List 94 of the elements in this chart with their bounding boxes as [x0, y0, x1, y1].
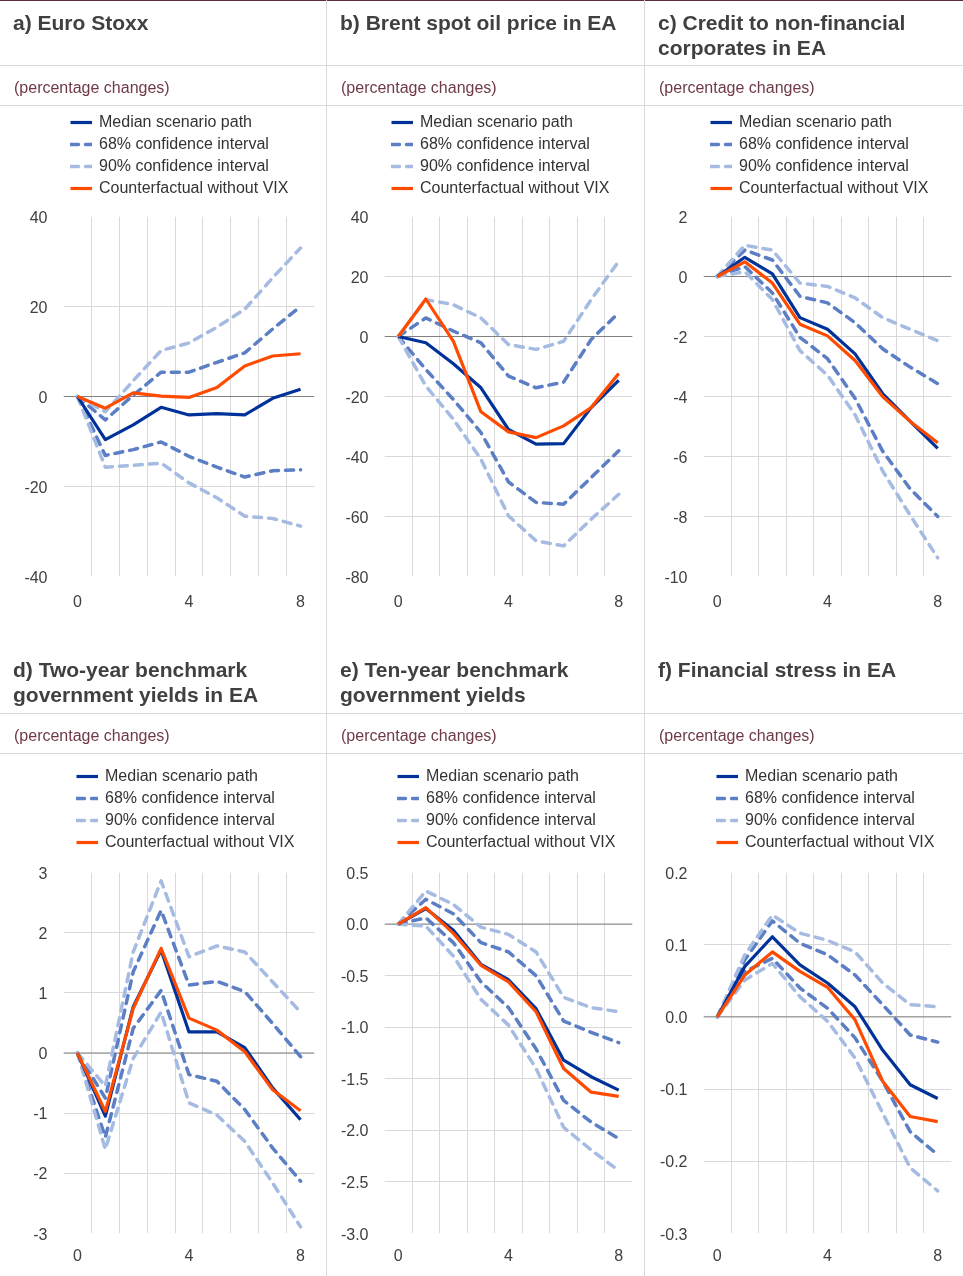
- x-tick-label: 8: [933, 1246, 943, 1264]
- chart-subtitle: (percentage changes): [659, 78, 815, 98]
- legend-label: 68% confidence interval: [426, 789, 596, 807]
- x-tick-label: 0: [712, 592, 722, 610]
- legend-label: 90% confidence interval: [420, 157, 590, 175]
- y-tick-label: 0.2: [665, 864, 688, 882]
- y-tick-label: -0.3: [659, 1225, 688, 1243]
- legend-label: Counterfactual without VIX: [426, 833, 616, 851]
- y-tick-label: -0.1: [659, 1081, 688, 1099]
- x-tick-label: 4: [184, 1246, 194, 1264]
- x-tick-label: 4: [823, 592, 833, 610]
- chart-subtitle: (percentage changes): [14, 726, 170, 746]
- y-tick-label: -80: [345, 568, 369, 586]
- chart-title: c) Credit to non-financial corporates in EA: [658, 10, 907, 60]
- x-tick-label: 0: [73, 1246, 82, 1264]
- chart-title: e) Ten-year benchmark government yields: [340, 657, 570, 707]
- y-tick-label: -1.0: [340, 1019, 369, 1037]
- legend-label: Median scenario path: [739, 113, 892, 131]
- y-tick-label: 0.0: [346, 916, 369, 934]
- chart-title: a) Euro Stoxx: [13, 10, 149, 35]
- legend-label: 90% confidence interval: [99, 157, 269, 175]
- legend-label: Median scenario path: [105, 767, 258, 785]
- y-tick-label: -4: [673, 388, 688, 406]
- y-tick-label: 0.0: [665, 1008, 688, 1026]
- chart-title: f) Financial stress in EA: [658, 657, 897, 682]
- y-tick-label: -2.5: [340, 1173, 369, 1191]
- x-tick-label: 4: [184, 592, 194, 610]
- y-tick-label: 2: [38, 924, 48, 942]
- legend-label: Counterfactual without VIX: [105, 833, 295, 851]
- chart-title: d) Two-year benchmark government yields in EA: [13, 657, 260, 707]
- chart-title: b) Brent spot oil price in EA: [340, 10, 617, 35]
- y-tick-label: -6: [673, 448, 688, 466]
- x-tick-label: 0: [73, 592, 82, 610]
- y-tick-label: 40: [29, 208, 48, 226]
- chart-subtitle: (percentage changes): [341, 78, 497, 98]
- y-tick-label: -40: [345, 448, 369, 466]
- y-tick-label: 0: [678, 268, 688, 286]
- y-tick-label: 20: [350, 268, 369, 286]
- chart-subtitle: (percentage changes): [341, 726, 497, 746]
- legend-label: 68% confidence interval: [745, 789, 915, 807]
- y-tick-label: -1.5: [340, 1070, 369, 1088]
- x-tick-label: 4: [504, 1246, 514, 1264]
- legend-label: Median scenario path: [426, 767, 579, 785]
- legend-label: 68% confidence interval: [105, 789, 275, 807]
- x-tick-label: 8: [614, 592, 624, 610]
- x-tick-label: 4: [823, 1246, 833, 1264]
- y-tick-label: 0.5: [346, 864, 369, 882]
- legend-label: Counterfactual without VIX: [420, 179, 610, 197]
- y-tick-label: -1: [33, 1105, 48, 1123]
- legend-label: 90% confidence interval: [739, 157, 909, 175]
- legend-label: Median scenario path: [99, 113, 252, 131]
- legend-label: 90% confidence interval: [105, 811, 275, 829]
- x-tick-label: 0: [393, 1246, 403, 1264]
- y-tick-label: 0: [38, 1045, 48, 1062]
- x-tick-label: 8: [933, 592, 943, 610]
- x-tick-label: 8: [614, 1246, 624, 1264]
- y-tick-label: -20: [24, 478, 48, 496]
- legend-label: Counterfactual without VIX: [99, 179, 289, 197]
- y-tick-label: -0.5: [340, 967, 369, 985]
- legend-label: Counterfactual without VIX: [745, 833, 935, 851]
- y-tick-label: 3: [38, 864, 48, 882]
- y-tick-label: -2: [673, 328, 688, 346]
- legend-label: 90% confidence interval: [745, 811, 915, 829]
- y-tick-label: -8: [673, 508, 688, 526]
- y-tick-label: 40: [350, 208, 369, 226]
- y-tick-label: -40: [24, 568, 48, 586]
- x-tick-label: 8: [296, 1246, 306, 1264]
- x-tick-label: 4: [504, 592, 514, 610]
- y-tick-label: 1: [38, 984, 48, 1002]
- legend-label: 68% confidence interval: [739, 135, 909, 153]
- x-tick-label: 0: [712, 1246, 722, 1264]
- y-tick-label: -60: [345, 508, 369, 526]
- y-tick-label: -2: [33, 1165, 48, 1183]
- chart-subtitle: (percentage changes): [14, 78, 170, 98]
- legend-label: 68% confidence interval: [420, 135, 590, 153]
- legend-label: Counterfactual without VIX: [739, 179, 929, 197]
- y-tick-label: -20: [345, 388, 369, 406]
- legend-label: Median scenario path: [420, 113, 573, 131]
- y-tick-label: 0: [38, 388, 48, 406]
- legend-label: 90% confidence interval: [426, 811, 596, 829]
- y-tick-label: -3: [33, 1225, 48, 1243]
- legend-label: 68% confidence interval: [99, 135, 269, 153]
- y-tick-label: -2.0: [340, 1122, 369, 1140]
- x-tick-label: 0: [393, 592, 403, 610]
- y-tick-label: 0: [359, 328, 369, 346]
- chart-subtitle: (percentage changes): [659, 726, 815, 746]
- y-tick-label: 0.1: [665, 936, 688, 954]
- y-tick-label: -10: [664, 568, 688, 586]
- y-tick-label: 2: [678, 208, 688, 226]
- y-tick-label: -3.0: [340, 1225, 369, 1243]
- y-tick-label: -0.2: [659, 1153, 688, 1171]
- y-tick-label: 20: [29, 298, 48, 316]
- legend-label: Median scenario path: [745, 767, 898, 785]
- x-tick-label: 8: [296, 592, 306, 610]
